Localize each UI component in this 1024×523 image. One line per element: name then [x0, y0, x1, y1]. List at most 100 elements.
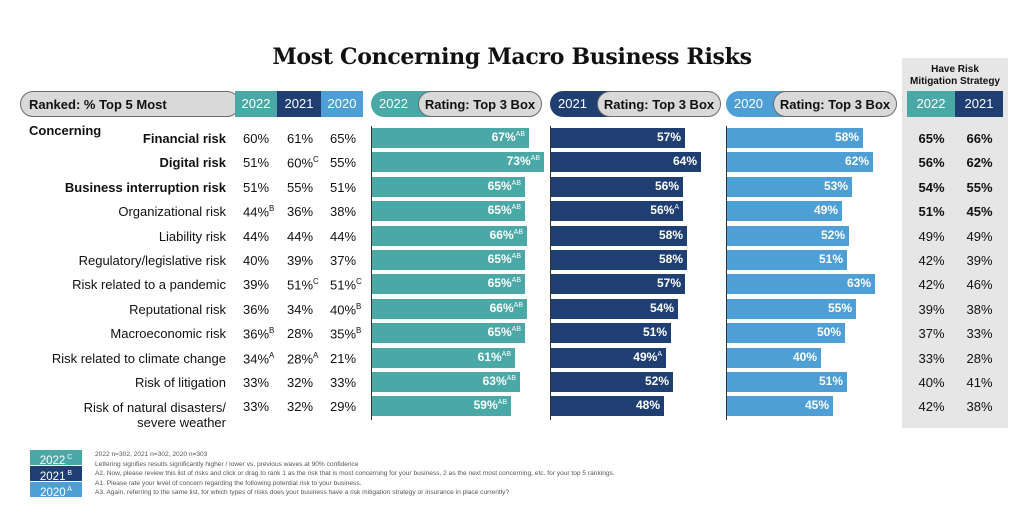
- bar-value-label: 51%: [643, 325, 667, 339]
- bar-value: 45%: [804, 398, 829, 413]
- top5-value-2020: 40%B: [330, 302, 370, 317]
- bar-value: 51%: [642, 325, 667, 340]
- mitigation-value-2022: 56%: [918, 155, 945, 171]
- row-label: Reputational risk: [129, 302, 226, 317]
- top5-value-2020: 38%: [330, 204, 370, 219]
- bar-2021: 56%A: [551, 201, 683, 222]
- footnote-line: A2. Now, please review this list of risk…: [95, 470, 615, 477]
- sig-letter: AB: [511, 179, 521, 187]
- bar-value: 54%: [649, 300, 674, 315]
- bar-value-label: 63%AB: [483, 374, 516, 388]
- bar-value: 56%: [654, 178, 679, 193]
- sig-letter: C: [313, 277, 319, 287]
- bar-value-label: 62%: [845, 154, 869, 168]
- bar-2022: 73%AB: [372, 152, 544, 173]
- top5-value-2021: 34%: [287, 302, 327, 317]
- row-label: Risk related to a pandemic: [72, 277, 226, 292]
- bar-value: 73%: [506, 154, 531, 169]
- top5-value-2020: 29%: [330, 399, 370, 414]
- top5-value-2021: 51%C: [287, 277, 327, 292]
- header-year-2022: 2022: [235, 91, 277, 117]
- row-label: Financial risk: [143, 131, 226, 146]
- sig-letter: AB: [497, 399, 507, 407]
- bar-value: 53%: [823, 178, 848, 193]
- row-label-line: Risk related to climate change: [51, 350, 226, 366]
- header-year-2020: 2020: [321, 91, 363, 117]
- sig-letter: AB: [511, 253, 521, 260]
- bar-value-label: 57%: [657, 130, 681, 144]
- bar-value-label: 50%: [817, 325, 841, 339]
- top5-value-2020: 44%: [330, 229, 370, 244]
- mitigation-value-2022: 54%: [918, 179, 945, 195]
- top5-value-2020: 55%: [330, 155, 370, 170]
- top5-number: 44%: [243, 228, 270, 244]
- rating-header-2022-pill: Rating: Top 3 Box: [418, 91, 542, 117]
- bar-value: 58%: [658, 252, 683, 266]
- bar-2022: 65%AB: [372, 323, 525, 344]
- bar-value: 49%: [633, 349, 658, 364]
- top5-number: 32%: [287, 399, 314, 415]
- top5-value-2020: 35%B: [330, 326, 370, 341]
- bar-value: 65%: [487, 203, 512, 218]
- top5-value-2022: 39%: [243, 277, 283, 292]
- top5-number: 40%: [330, 302, 357, 318]
- row-label: Regulatory/legislative risk: [79, 253, 226, 268]
- mitigation-header-line-1: Have Risk: [931, 64, 979, 75]
- bar-value: 66%: [489, 227, 514, 242]
- bar-value: 40%: [792, 349, 817, 364]
- mitigation-value-2021: 38%: [966, 399, 993, 415]
- axis-line-2022: [371, 126, 372, 420]
- bar-2022: 61%AB: [372, 347, 515, 368]
- bar-2020: 50%: [727, 323, 845, 344]
- footnote-line: Lettering signifies results significantl…: [95, 460, 359, 468]
- bar-2021: 58%: [551, 225, 687, 246]
- bar-value-label: 59%AB: [474, 398, 507, 412]
- row-label: Liability risk: [159, 229, 226, 244]
- top5-number: 60%: [287, 155, 314, 171]
- bar-value: 62%: [844, 154, 869, 169]
- mitigation-value-2021: 66%: [966, 131, 993, 146]
- top5-number: 36%: [243, 301, 270, 317]
- mitigation-value-2022: 65%: [918, 131, 945, 146]
- sig-letter: B: [269, 204, 275, 214]
- sig-letter: AB: [511, 326, 521, 334]
- mitigation-year-2021: 2021: [955, 91, 1003, 117]
- bar-2020: 49%: [727, 201, 842, 222]
- row-label: Risk of natural disasters/severe weather: [84, 400, 226, 430]
- bar-value-label: 58%: [835, 130, 859, 144]
- top5-number: 44%: [330, 228, 357, 244]
- sig-letter: C: [356, 277, 362, 287]
- top5-value-2021: 39%: [287, 253, 327, 268]
- bar-2020: 52%: [727, 225, 849, 246]
- bar-2020: 63%: [727, 274, 875, 295]
- top5-number: 51%: [287, 277, 314, 293]
- top5-number: 51%: [243, 179, 270, 195]
- mitigation-value-2022: 37%: [918, 326, 945, 342]
- bar-2022: 63%AB: [372, 372, 520, 392]
- top5-value-2020: 51%C: [330, 277, 370, 292]
- mitigation-value-2022: 42%: [918, 253, 945, 268]
- top5-value-2021: 55%: [287, 180, 327, 195]
- row-label-line: Reputational risk: [129, 301, 226, 317]
- bar-value: 65%: [487, 325, 512, 340]
- bar-value-label: 49%: [814, 203, 838, 217]
- bar-value-label: 65%AB: [488, 276, 521, 290]
- sig-letter: A: [674, 204, 679, 212]
- bar-value: 58%: [658, 227, 683, 242]
- top5-value-2022: 44%: [243, 229, 283, 244]
- top5-value-2020: 21%: [330, 351, 370, 366]
- bar-2020: 62%: [727, 152, 873, 173]
- row-label-line: Business interruption risk: [64, 179, 226, 195]
- axis-line-2020: [726, 126, 727, 420]
- bar-value-label: 55%: [828, 301, 852, 315]
- mitigation-value-2021: 62%: [966, 155, 993, 171]
- bar-2020: 55%: [727, 298, 856, 319]
- legend-item-2022: 2022 C: [29, 449, 83, 467]
- bar-value-label: 57%: [657, 276, 681, 290]
- mitigation-value-2021: 28%: [966, 350, 993, 366]
- sig-letter: C: [313, 155, 319, 165]
- legend-letter: A: [65, 486, 72, 493]
- top5-value-2022: 40%: [243, 253, 283, 268]
- bar-2020: 45%: [727, 396, 833, 417]
- top5-number: 39%: [287, 253, 314, 268]
